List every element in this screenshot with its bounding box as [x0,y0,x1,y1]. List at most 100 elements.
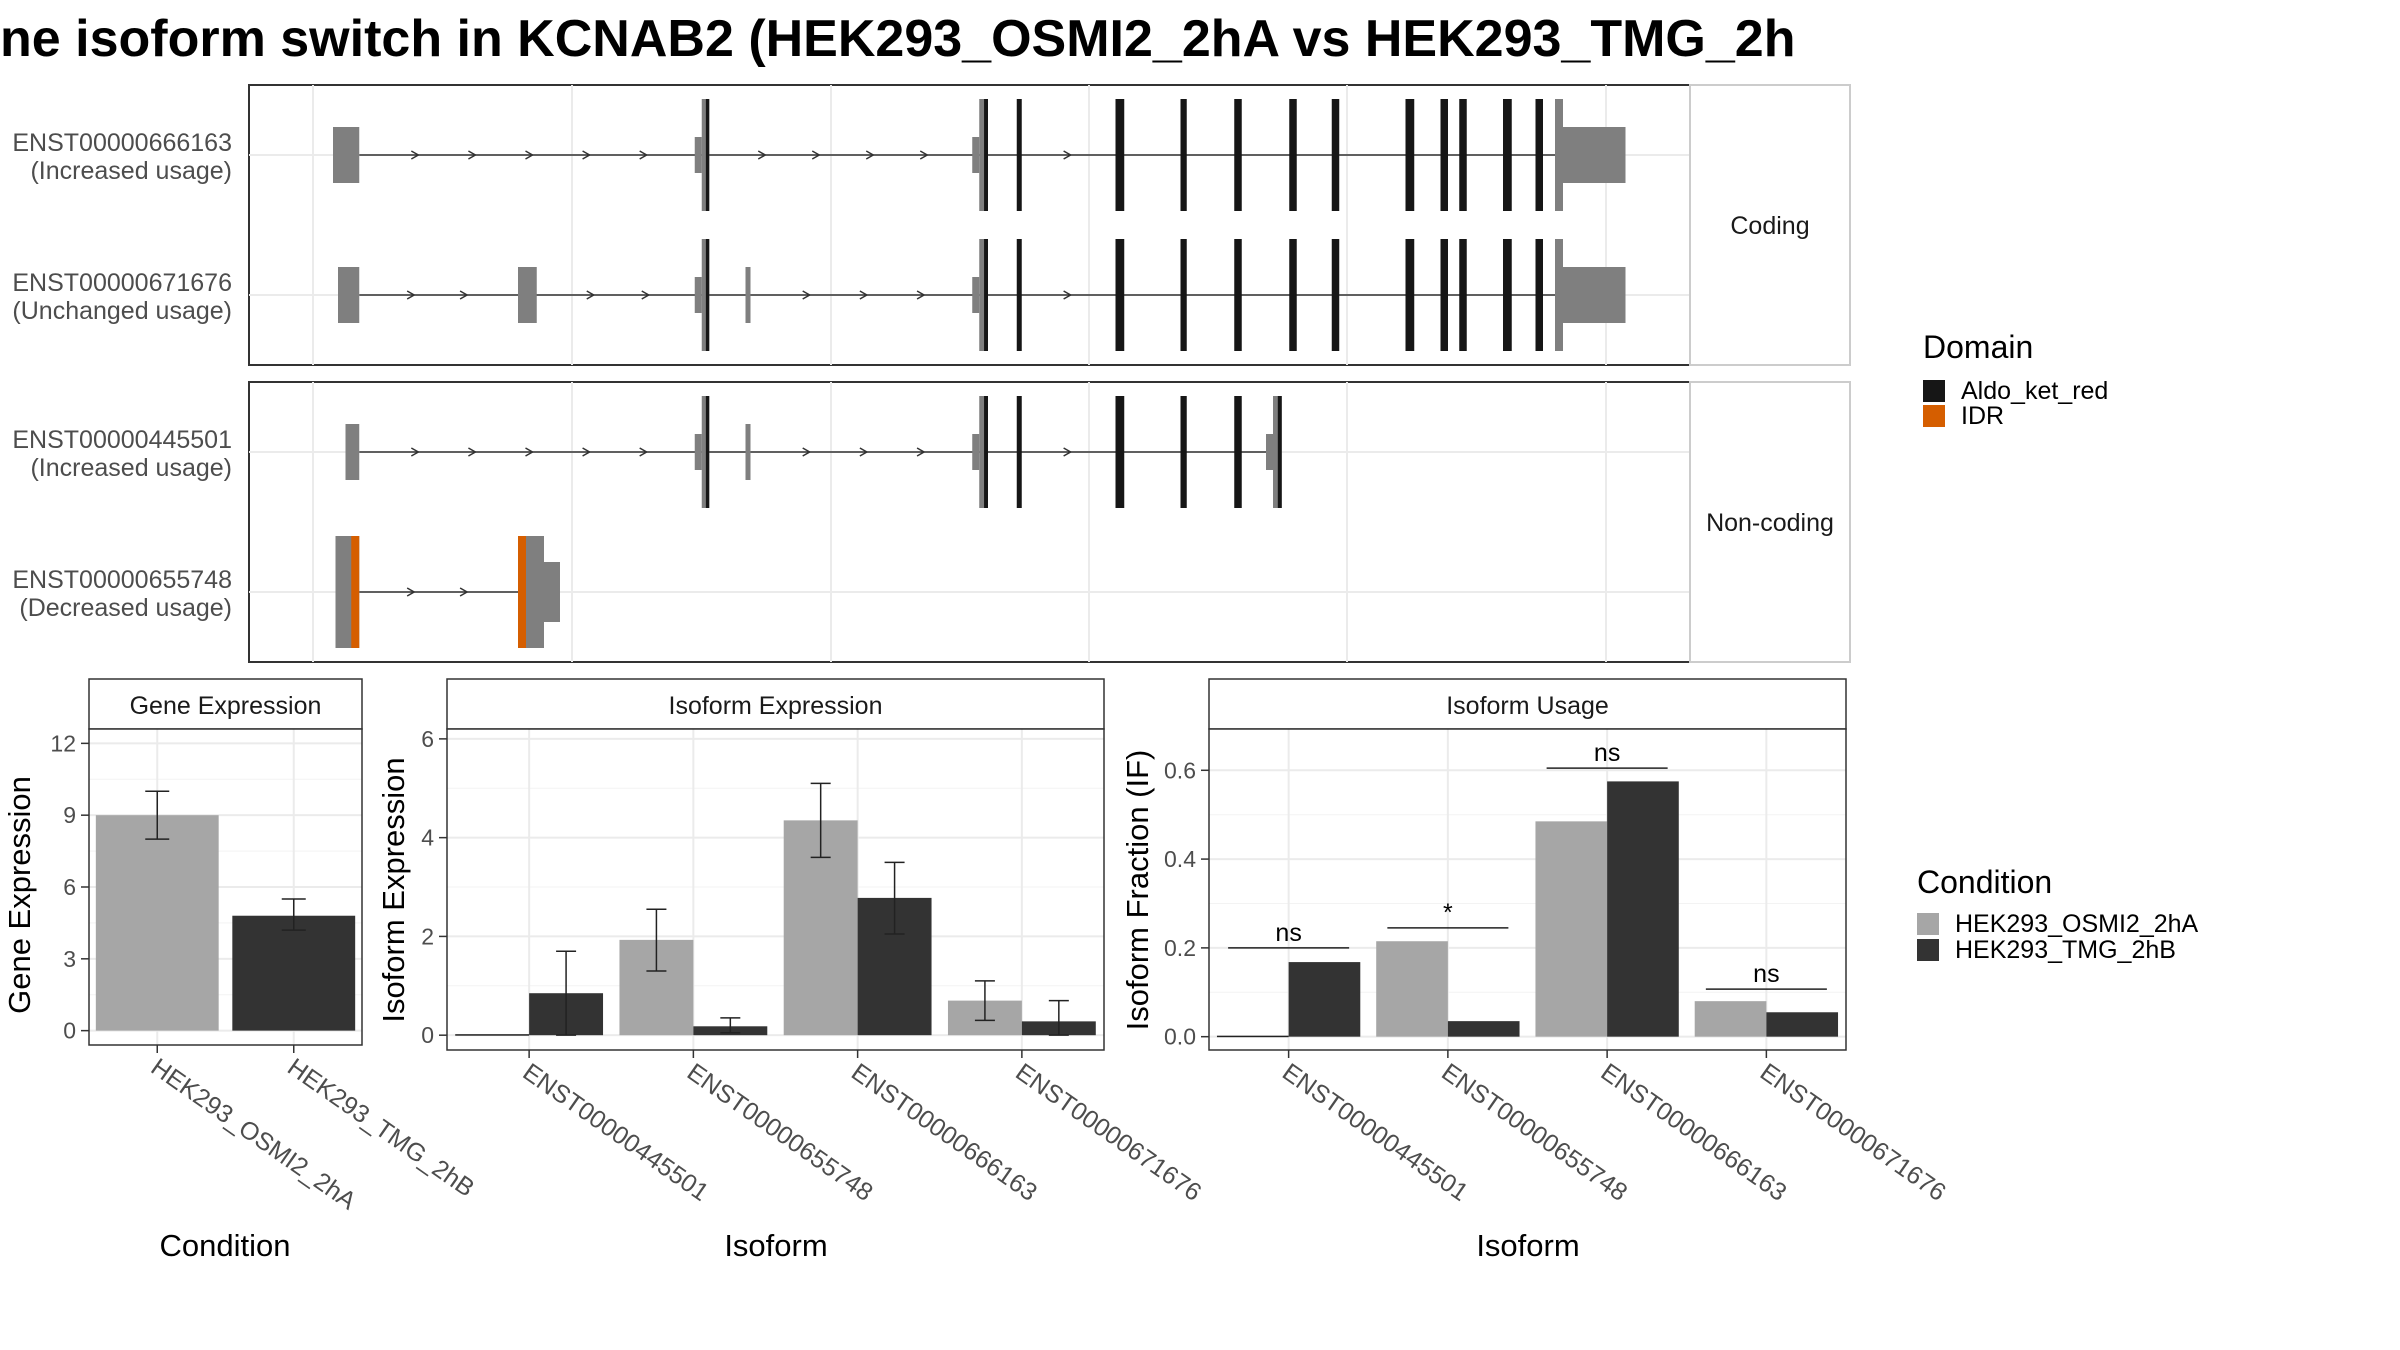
panel-border [88,728,363,1046]
panel-border [446,728,1105,1051]
exon-mixed [979,239,988,351]
exon-mixed [701,396,710,508]
x-axis-title: Isoform [724,1228,827,1263]
bar [1694,1001,1767,1037]
exon-cds [1016,99,1022,211]
x-axis-title: Condition [160,1228,291,1263]
exon-cds [1440,239,1448,351]
exon-cds [1331,99,1340,211]
transcript-ENST00000666163: ENST00000666163(Increased usage) [12,99,1626,211]
bar [95,815,219,1031]
exon-utr [694,277,702,313]
exon-mixed [1555,239,1563,351]
bar [1766,1012,1839,1037]
arrow-icon [919,150,929,160]
condition-legend-title: Condition [1917,864,2052,900]
y-tick-label: 2 [421,923,434,949]
exon-utr [745,267,751,323]
exon-cds [1440,99,1448,211]
exon-utr [518,267,537,323]
exon-utr [972,277,980,313]
arrow-icon [916,290,926,300]
arrow-icon [811,150,821,160]
y-axis-title: Gene Expression [2,776,37,1014]
exon-utr [338,267,360,323]
transcript-usage: (Unchanged usage) [12,297,232,325]
arrow-icon [582,447,592,457]
exon-utr [345,424,360,480]
arrow-icon [802,447,812,457]
x-axis-title: Isoform [1476,1228,1579,1263]
arrow-icon [639,150,649,160]
arrow-icon [586,290,596,300]
isoform-expression-chart: Isoform Expression0246ENST00000445501ENS… [376,678,1206,1263]
exon-cds [1535,99,1543,211]
chart-title: Gene Expression [130,692,322,720]
exon-cds [1180,396,1187,508]
facet-strip [1208,678,1847,730]
y-tick-label: 6 [63,874,76,900]
condition-legend-swatch [1917,939,1939,961]
y-tick-label: 6 [421,726,434,752]
exon-cds [1234,239,1242,351]
significance-label: * [1443,899,1453,927]
exon-cds [1115,239,1125,351]
chart-title: Isoform Usage [1446,692,1609,720]
bar [1376,941,1448,1037]
exon-idr [526,536,544,648]
exon-utr [972,434,980,470]
idr-domain [351,536,360,648]
exon-mixed [1555,99,1563,211]
transcript-id: ENST00000671676 [12,269,232,297]
exon-utr [694,434,702,470]
exon-cds [1180,99,1187,211]
isoform-usage-chart: Isoform Usage0.00.20.40.6ns*nsnsENST0000… [1120,678,1951,1263]
exon-mixed [701,99,710,211]
arrow-icon [859,447,869,457]
exon-mixed-cds [705,239,710,351]
transcript-ENST00000445501: ENST00000445501(Increased usage) [12,396,1282,508]
facet-strip [1689,381,1851,663]
arrow-icon [525,150,535,160]
condition-legend-swatch [1917,913,1939,935]
arrow-icon [641,290,651,300]
arrow-icon [406,587,416,597]
significance-label: ns [1275,919,1301,947]
arrow-icon [459,587,469,597]
arrow-icon [859,290,869,300]
transcript-usage: (Increased usage) [30,454,232,482]
exon-utr [333,127,360,183]
exon-mixed [1273,396,1282,508]
exon-utr [972,137,980,173]
exon-mixed-cds [984,239,988,351]
arrow-icon [410,150,420,160]
arrow-icon [410,447,420,457]
bar [232,915,356,1031]
facet-strip [1689,84,1851,366]
transcript-id: ENST00000666163 [12,129,232,157]
bar [1288,962,1361,1037]
arrow-icon [582,150,592,160]
panel-border [248,84,1691,366]
exon-mixed-cds [984,99,988,211]
exon-mixed [701,239,710,351]
transcript-id: ENST00000655748 [12,566,232,594]
figure-title: ne isoform switch in KCNAB2 (HEK293_OSMI… [0,10,1795,68]
transcript-ENST00000671676: ENST00000671676(Unchanged usage) [12,239,1626,351]
domain-legend-title: Domain [1923,329,2033,365]
exon-utr [1563,127,1626,183]
arrow-icon [468,447,477,457]
significance-label: ns [1594,739,1620,767]
exon-cds [1289,99,1297,211]
exon-cds [1405,99,1415,211]
y-tick-label: 0 [63,1018,76,1044]
bar [455,1034,530,1036]
domain-legend-swatch [1923,405,1945,427]
y-tick-label: 4 [421,825,434,851]
exon-cds [1331,239,1340,351]
exon-utr [1563,267,1626,323]
domain-legend-swatch [1923,380,1945,402]
